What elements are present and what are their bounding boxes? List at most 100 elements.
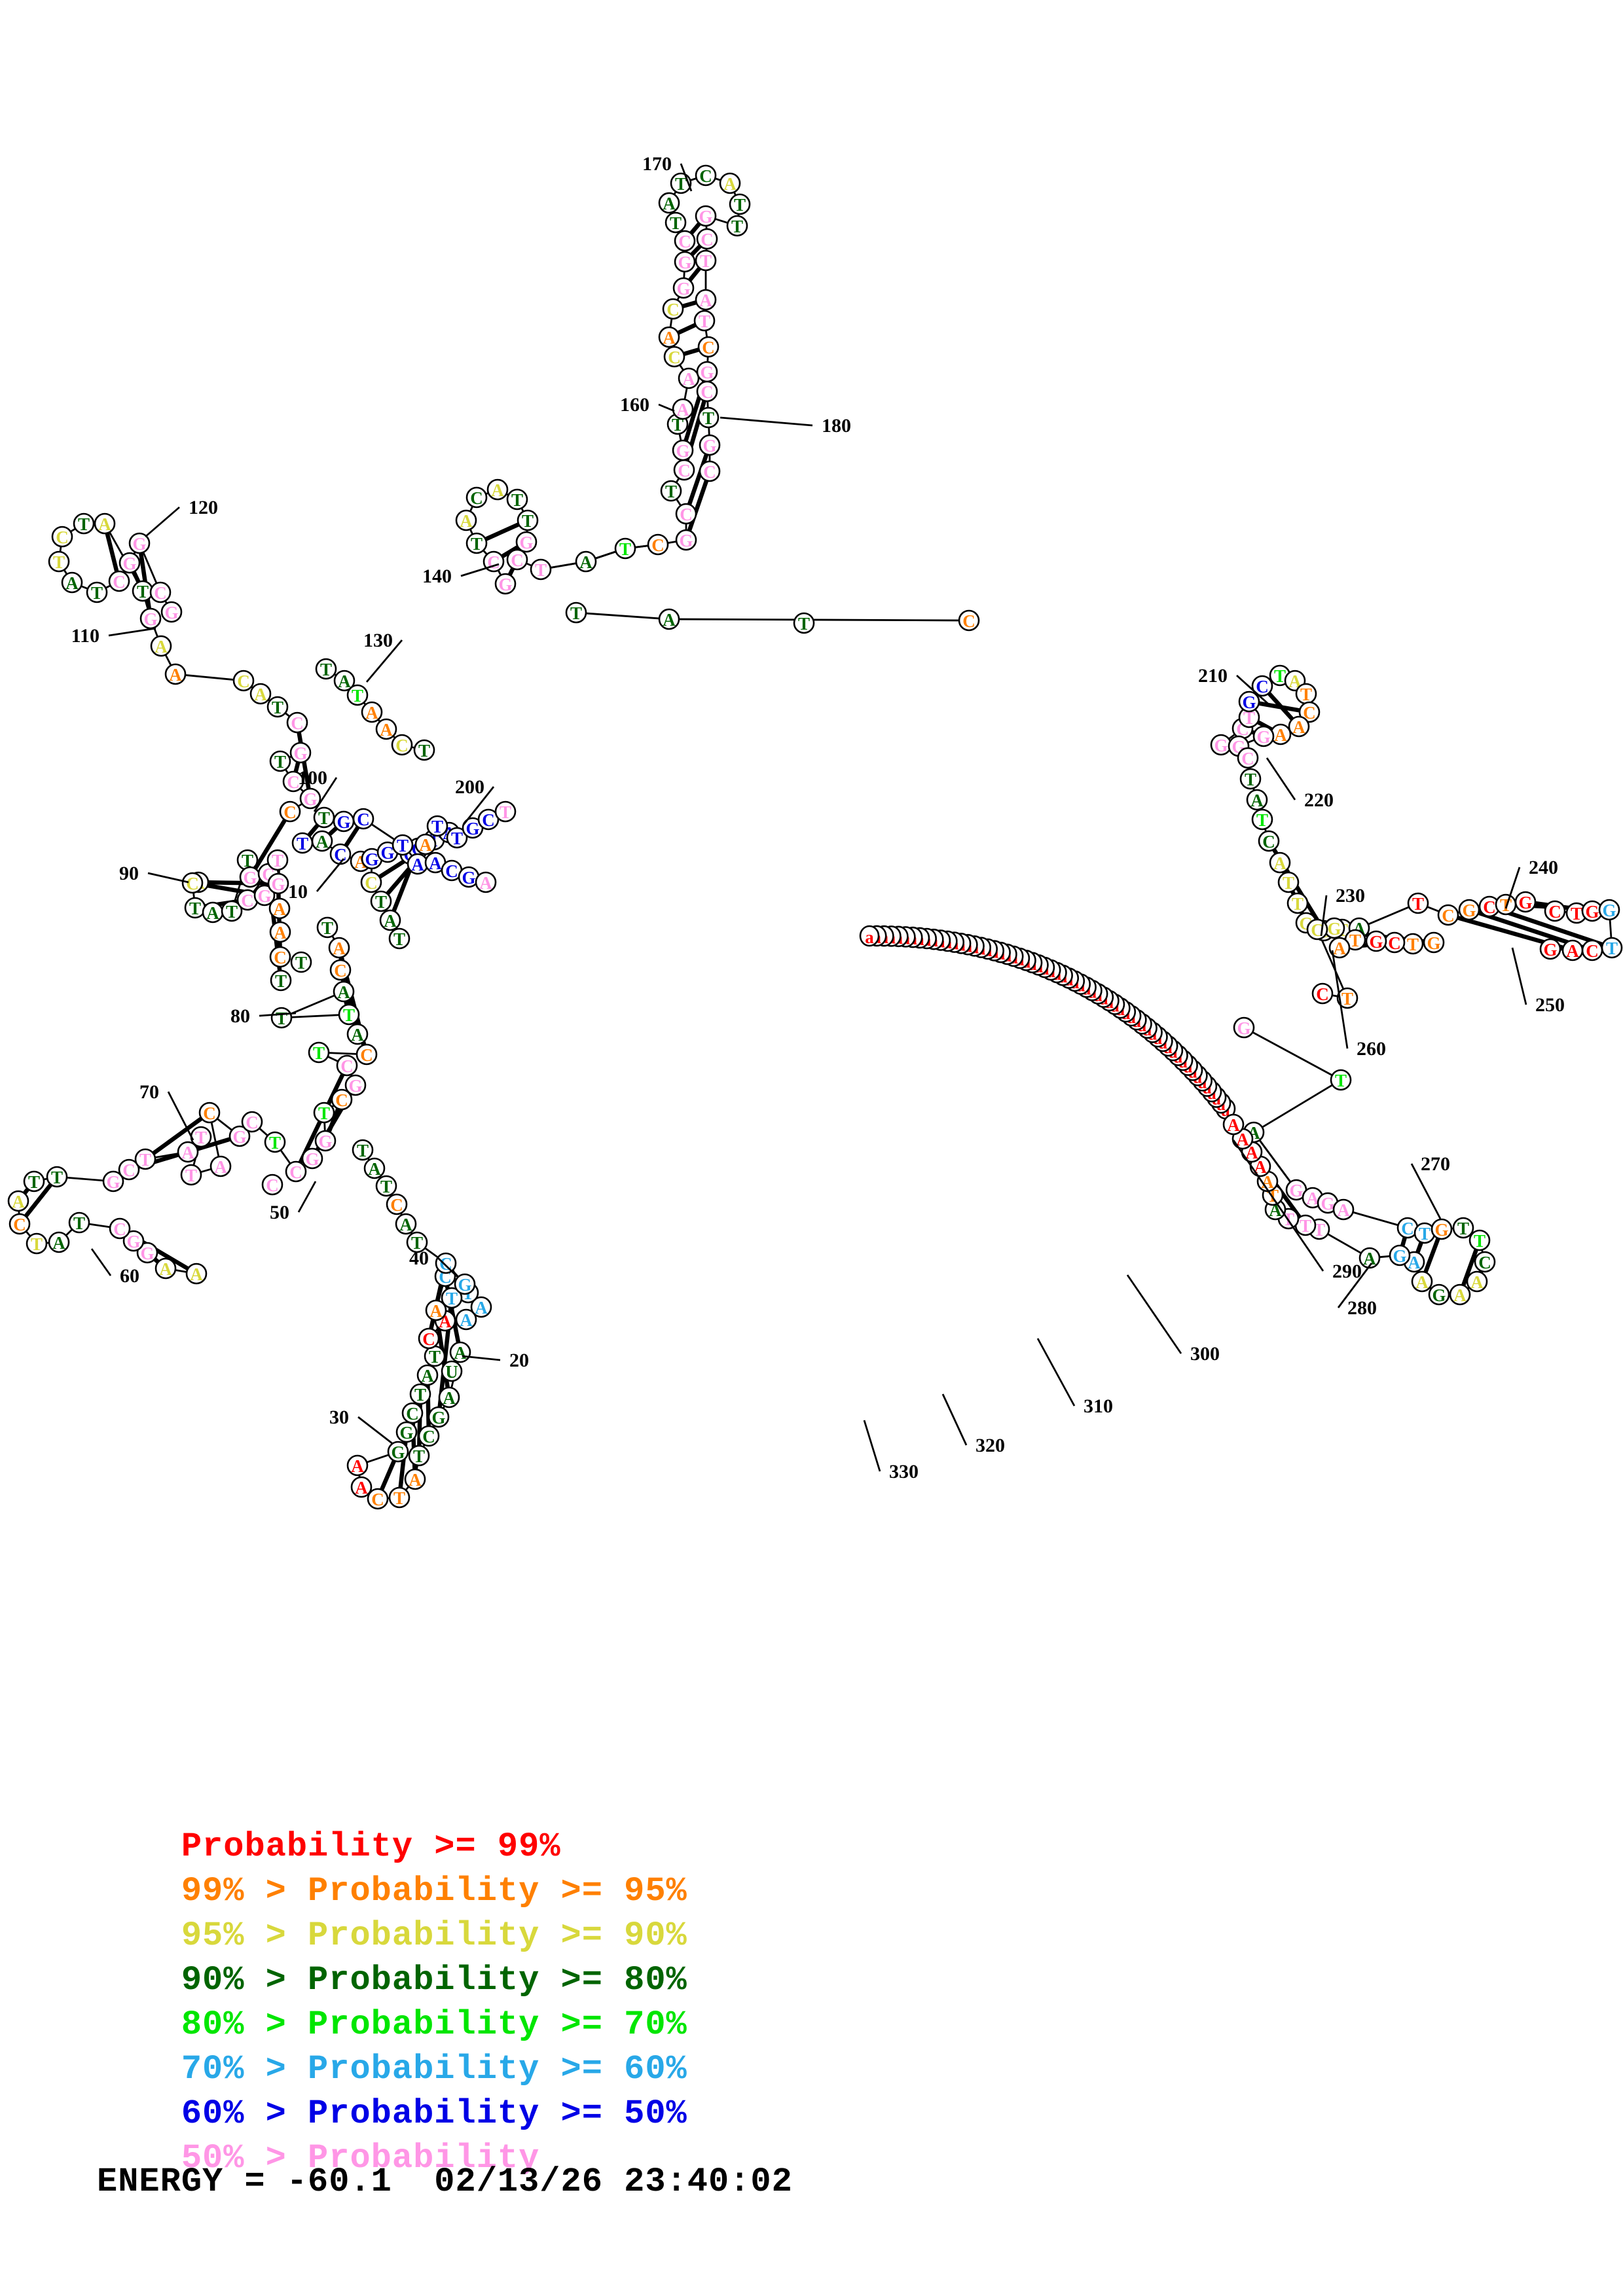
nucleotide-156: C — [673, 459, 695, 481]
position-tick-layer: 10 20 30 40 50 60 70 80 90 100 110 120 130 140 160 170 1… — [71, 153, 1565, 1482]
nucleotide-87: T — [270, 1007, 293, 1029]
nucleotide-148: C — [506, 548, 528, 571]
svg-text:C: C — [1262, 832, 1275, 852]
svg-text:T: T — [1341, 989, 1353, 1009]
svg-text:T: T — [619, 539, 631, 559]
nucleotide-6: C — [360, 871, 382, 893]
nucleotide-2: A — [311, 830, 333, 852]
nucleotide-47: A — [395, 1213, 417, 1235]
svg-text:C: C — [371, 1490, 384, 1509]
svg-text:T: T — [1313, 1220, 1325, 1240]
svg-text:A: A — [429, 1301, 443, 1321]
nucleotide-39: A — [470, 1296, 492, 1318]
nucleotide-157: G — [672, 439, 694, 461]
nucleotide-65: G — [102, 1170, 124, 1193]
svg-text:T: T — [471, 534, 483, 554]
position-tick-label: 300 — [1190, 1343, 1220, 1365]
svg-text:T: T — [189, 899, 201, 918]
svg-text:A: A — [190, 1265, 203, 1284]
nucleotide-117: A — [164, 663, 187, 685]
svg-text:T: T — [570, 603, 582, 623]
svg-text:G: G — [1432, 1285, 1446, 1305]
nucleotide-205: G — [1238, 691, 1260, 713]
nucleotide-155: T — [660, 480, 682, 502]
nucleotide-85: A — [346, 1023, 369, 1045]
nucleotide-218: C — [1258, 830, 1280, 852]
svg-text:A: A — [421, 1366, 434, 1386]
svg-text:G: G — [1462, 901, 1476, 920]
svg-text:C: C — [1442, 906, 1455, 925]
svg-text:U: U — [445, 1362, 458, 1382]
svg-text:G: G — [140, 1244, 154, 1263]
nucleotide-227: C — [1437, 904, 1459, 926]
position-tick-label: 230 — [1336, 885, 1365, 906]
position-tick-label: 160 — [620, 394, 649, 416]
nucleotide-24: T — [408, 1444, 430, 1467]
svg-text:A: A — [479, 873, 492, 893]
nucleotide-15: T — [392, 834, 414, 856]
svg-text:T: T — [297, 834, 308, 853]
svg-text:G: G — [699, 207, 712, 226]
nucleotide-81: G — [344, 1074, 367, 1096]
nucleotide-107: T — [270, 969, 292, 992]
legend-text: 50% > Probability — [181, 2139, 540, 2178]
svg-text:C: C — [340, 1056, 354, 1076]
svg-text:T: T — [275, 971, 287, 991]
svg-text:G: G — [271, 874, 285, 894]
svg-text:T: T — [272, 698, 283, 717]
svg-text:C: C — [1388, 933, 1401, 953]
svg-text:C: C — [390, 1195, 403, 1215]
nucleotide-175: C — [696, 228, 718, 250]
svg-text:A: A — [159, 1259, 172, 1279]
nucleotide-245: A — [1328, 937, 1351, 959]
nucleotide-167: T — [665, 211, 687, 234]
svg-text:G: G — [1585, 902, 1599, 922]
svg-text:C: C — [487, 552, 500, 572]
nucleotide-166: C — [674, 230, 696, 252]
svg-text:G: G — [498, 575, 512, 594]
svg-text:T: T — [1407, 935, 1419, 954]
svg-text:A: A — [491, 480, 504, 500]
svg-text:C: C — [701, 382, 714, 402]
nucleotide-100: T — [266, 849, 289, 871]
nucleotide-234: G — [1581, 900, 1603, 922]
svg-text:A: A — [475, 1298, 488, 1318]
nucleotide-236: T — [1601, 937, 1623, 959]
rna-structure-plot[interactable]: aaaaaaaaaaaaaaaaaaaaaaaaaaaaaaaaaaaaaaaa… — [0, 0, 1623, 1571]
svg-text:A: A — [1274, 725, 1287, 745]
nucleotide-102: G — [253, 884, 276, 906]
svg-text:T: T — [295, 953, 307, 973]
svg-text:G: G — [679, 531, 693, 550]
svg-text:G: G — [1256, 727, 1270, 747]
svg-text:G: G — [1427, 933, 1440, 953]
nucleotide-76: C — [285, 1160, 307, 1183]
svg-text:G: G — [337, 812, 350, 832]
nucleotide-26: T — [388, 1486, 410, 1509]
nucleotide-238: A — [1561, 939, 1584, 961]
svg-text:G: G — [318, 1132, 332, 1151]
nucleotide-108: C — [279, 800, 301, 823]
nucleotide-21: A — [438, 1386, 460, 1408]
svg-text:C: C — [470, 488, 483, 508]
legend-text: 70% > Probability >= 60% — [181, 2050, 687, 2089]
svg-text:T: T — [672, 415, 684, 435]
nucleotide-244: T — [1344, 929, 1366, 951]
nucleotide-126: T — [86, 581, 108, 603]
nucleotide-36: C — [418, 1327, 440, 1350]
nucleotide-132: T — [315, 658, 337, 680]
nucleotide-266: A — [1411, 1270, 1433, 1293]
svg-text:C: C — [274, 948, 287, 967]
svg-text:A: A — [355, 1478, 368, 1498]
nucleotide-110: C — [282, 770, 304, 793]
nucleotide-118: A — [150, 635, 172, 657]
nucleotide-183: G — [699, 434, 721, 456]
svg-text:T: T — [1292, 894, 1304, 914]
svg-text:G: G — [126, 1232, 140, 1251]
svg-text:C: C — [186, 874, 199, 893]
nucleotide-151: T — [614, 537, 636, 560]
svg-text:C: C — [365, 873, 378, 893]
svg-text:A: A — [316, 832, 329, 852]
svg-text:T: T — [185, 1166, 197, 1185]
nucleotide-177: A — [695, 289, 717, 311]
svg-text:G: G — [1518, 893, 1532, 912]
